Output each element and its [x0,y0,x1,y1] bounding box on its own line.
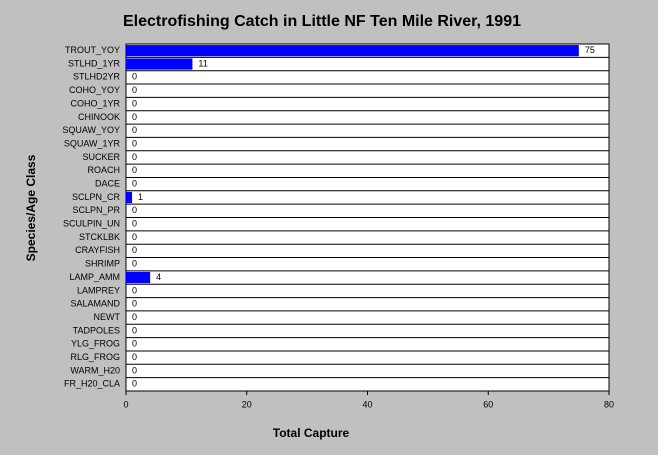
x-tick-label: 0 [123,399,128,409]
y-tick-label: SUCKER [82,152,120,162]
y-tick-label: DACE [95,179,120,189]
bar [126,58,193,70]
y-tick-label: ROACH [87,165,120,175]
value-label: 0 [132,205,137,215]
value-label: 0 [132,379,137,389]
value-label: 0 [132,125,137,135]
value-label: 0 [132,325,137,335]
y-tick-label: SHRIMP [85,259,120,269]
x-tick-label: 80 [604,399,614,409]
y-tick-label: YLG_FROG [71,339,120,349]
y-tick-label: SQUAW_YOY [62,125,120,135]
value-label: 0 [132,85,137,95]
value-label: 0 [132,232,137,242]
value-label: 0 [132,259,137,269]
bar [126,45,579,57]
y-tick-label: FR_H20_CLA [64,379,120,389]
value-label: 4 [156,272,161,282]
value-label: 0 [132,112,137,122]
value-label: 0 [132,98,137,108]
value-label: 11 [198,58,207,68]
value-label: 0 [132,285,137,295]
bar [126,271,151,284]
y-tick-label: STLHD2YR [73,72,121,82]
bar [126,191,133,204]
value-label: 0 [132,365,137,375]
y-tick-label: NEWT [94,312,121,322]
y-tick-label: RLG_FROG [70,352,120,362]
y-tick-label: COHO_YOY [69,85,120,95]
x-tick-label: 20 [242,399,252,409]
value-label: 0 [132,165,137,175]
value-label: 0 [132,72,137,82]
y-tick-label: STLHD_1YR [68,58,121,68]
value-label: 0 [132,245,137,255]
y-tick-label: TADPOLES [73,325,120,335]
y-tick-label: SCLPN_CR [72,192,121,202]
value-label: 1 [138,192,143,202]
value-label: 0 [132,138,137,148]
x-tick-label: 40 [362,399,372,409]
y-tick-label: SALAMAND [70,299,120,309]
value-label: 0 [132,339,137,349]
y-tick-label: LAMPREY [77,285,120,295]
y-tick-label: COHO_1YR [70,98,120,108]
x-axis-label: Total Capture [273,426,350,440]
value-label: 0 [132,219,137,229]
value-label: 75 [585,45,595,55]
y-axis-label: Species/Age Class [24,154,38,261]
y-tick-label: SQUAW_1YR [64,138,121,148]
y-tick-label: SCLPN_PR [72,205,120,215]
value-label: 0 [132,299,137,309]
value-label: 0 [132,312,137,322]
chart-title: Electrofishing Catch in Little NF Ten Mi… [123,13,521,30]
y-tick-label: LAMP_AMM [69,272,120,282]
value-label: 0 [132,152,137,162]
value-label: 0 [132,179,137,189]
y-tick-label: STCKLBK [79,232,120,242]
y-tick-label: TROUT_YOY [65,45,120,55]
y-tick-label: WARM_H20 [70,365,120,375]
value-label: 0 [132,352,137,362]
x-tick-label: 60 [483,399,493,409]
y-tick-label: CRAYFISH [75,245,120,255]
y-tick-label: CHINOOK [78,112,120,122]
y-tick-label: SCULPIN_UN [63,219,120,229]
